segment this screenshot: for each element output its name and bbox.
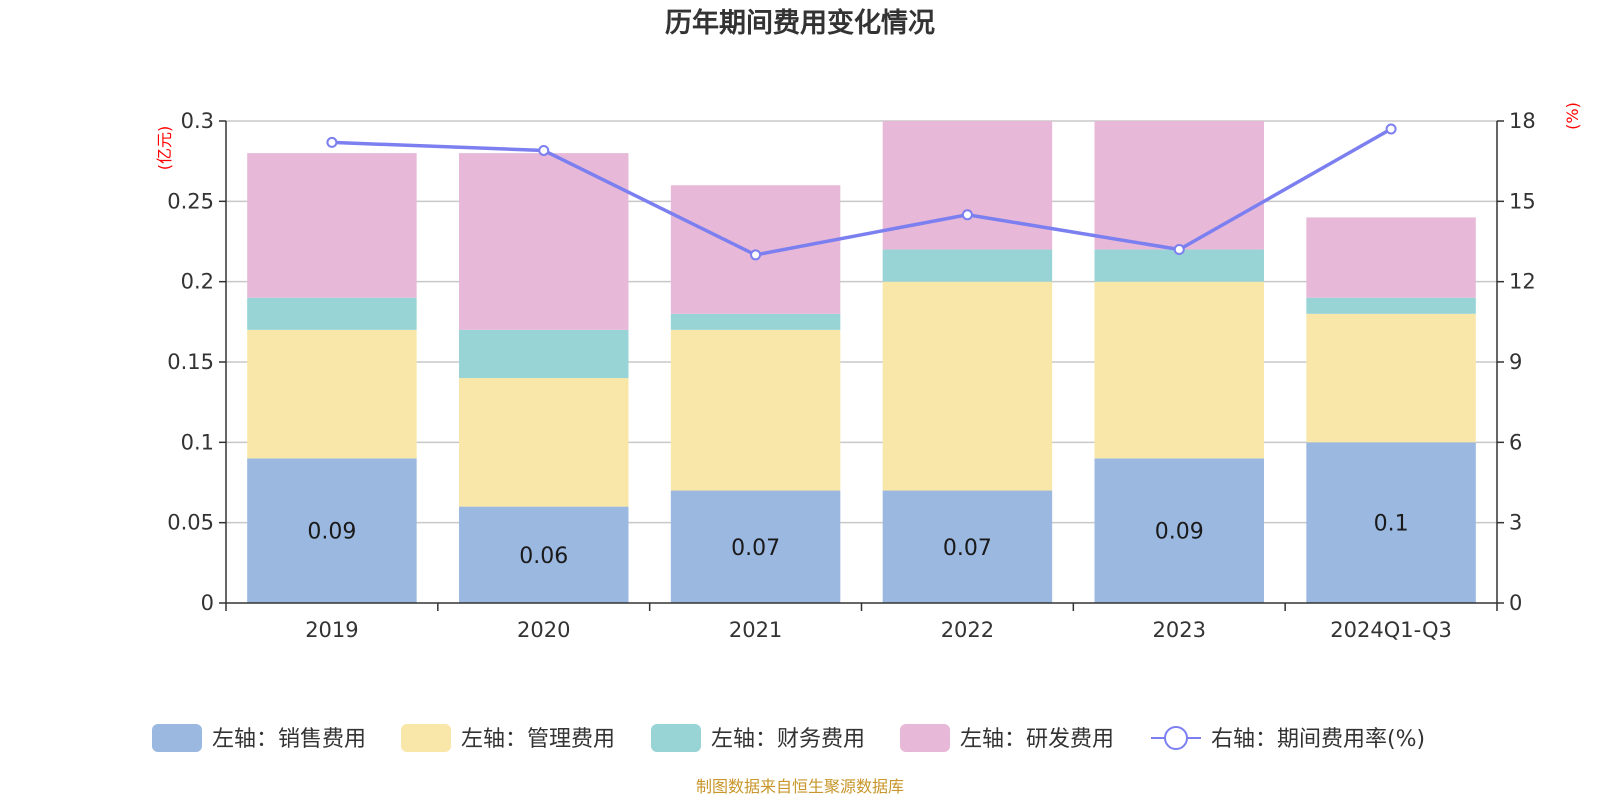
bar-segment-0-3 xyxy=(882,490,1053,603)
rate-point xyxy=(538,144,550,156)
bar-data-label: 0.07 xyxy=(731,536,780,561)
legend-swatch-1 xyxy=(401,724,451,752)
bar-segment-0-5 xyxy=(1306,442,1476,603)
right-tick-label: 15 xyxy=(1509,189,1536,213)
bar-segment-2-5 xyxy=(1306,297,1476,314)
rate-point xyxy=(1173,244,1185,256)
bar-segment-2-1 xyxy=(459,329,629,379)
bar-data-label: 0.07 xyxy=(943,536,992,561)
bar-segment-3-0 xyxy=(247,153,417,298)
bar-series: 0.09 0.06 0.07 0.07 0.09 0.1 xyxy=(247,121,1476,603)
x-tick-label: 2020 xyxy=(517,618,570,642)
x-tick-label: 2019 xyxy=(305,618,358,642)
rate-line xyxy=(331,127,1392,257)
bar-data-label: 0.09 xyxy=(1155,520,1204,545)
legend: 左轴：销售费用 左轴：管理费用 左轴：财务费用 左轴：研发费用 右轴：期间费用率(%) xyxy=(152,724,1425,752)
bar-segment-0-0 xyxy=(247,458,417,603)
left-tick-label: 0.15 xyxy=(167,350,214,374)
legend-label: 左轴：管理费用 xyxy=(461,727,615,752)
legend-swatch-2 xyxy=(651,724,701,752)
bar-segment-2-0 xyxy=(247,297,417,330)
x-tick-label: 2022 xyxy=(941,618,994,642)
bar-segment-2-3 xyxy=(882,249,1053,282)
chart-title: 历年期间费用变化情况 xyxy=(665,7,935,39)
bar-segment-3-1 xyxy=(459,153,629,330)
bar-segment-0-4 xyxy=(1094,458,1264,603)
legend-label: 左轴：财务费用 xyxy=(711,727,865,752)
left-tick-label: 0.3 xyxy=(181,109,214,133)
legend-swatch-3 xyxy=(900,724,950,752)
bar-segment-1-1 xyxy=(459,378,629,507)
x-tick-label: 2021 xyxy=(729,618,782,642)
bar-segment-3-4 xyxy=(1094,121,1264,250)
right-tick-label: 9 xyxy=(1509,350,1522,374)
rate-point xyxy=(1385,123,1397,135)
legend-label: 左轴：销售费用 xyxy=(212,727,366,752)
bar-segment-1-2 xyxy=(670,329,841,491)
bar-data-label: 0.06 xyxy=(519,544,568,569)
bar-segment-1-3 xyxy=(882,281,1053,491)
bar-segment-1-0 xyxy=(247,329,417,459)
bar-data-label: 0.1 xyxy=(1374,512,1409,537)
right-tick-label: 0 xyxy=(1509,591,1522,615)
left-tick-label: 0.2 xyxy=(181,270,214,294)
left-tick-label: 0.25 xyxy=(167,189,214,213)
x-tick-label: 2024Q1-Q3 xyxy=(1330,618,1452,642)
left-tick-label: 0.05 xyxy=(167,511,214,535)
rate-point xyxy=(750,249,762,261)
left-axis-unit: (亿元) xyxy=(155,126,174,171)
legend-swatch-0 xyxy=(152,724,202,752)
right-tick-label: 18 xyxy=(1509,109,1536,133)
bar-segment-2-2 xyxy=(670,313,841,330)
right-tick-label: 3 xyxy=(1509,511,1522,535)
legend-marker-4 xyxy=(1164,726,1188,750)
bar-segment-0-1 xyxy=(459,506,629,603)
left-tick-label: 0 xyxy=(201,591,214,615)
left-tick-label: 0.1 xyxy=(181,430,214,454)
axes: 0 0.05 0.1 0.15 0.2 0.25 0.3 0 3 6 9 12 15 18 2019 2020… xyxy=(167,109,1536,642)
right-tick-label: 12 xyxy=(1509,270,1536,294)
bar-segment-0-2 xyxy=(670,490,841,603)
bar-segment-1-5 xyxy=(1306,313,1476,443)
line-series xyxy=(326,123,1397,261)
bar-segment-3-3 xyxy=(882,121,1053,250)
legend-label: 左轴：研发费用 xyxy=(960,727,1114,752)
right-axis-unit: (%) xyxy=(1563,102,1582,130)
source-note: 制图数据来自恒生聚源数据库 xyxy=(696,777,904,796)
bar-segment-1-4 xyxy=(1094,281,1264,459)
bar-segment-3-5 xyxy=(1306,217,1476,298)
grid-lines xyxy=(226,120,1497,524)
legend-label: 右轴：期间费用率(%) xyxy=(1211,727,1425,752)
rate-point xyxy=(326,136,338,148)
right-tick-label: 6 xyxy=(1509,430,1522,454)
bar-data-label: 0.09 xyxy=(307,520,356,545)
x-tick-label: 2023 xyxy=(1153,618,1206,642)
rate-point xyxy=(961,209,973,221)
